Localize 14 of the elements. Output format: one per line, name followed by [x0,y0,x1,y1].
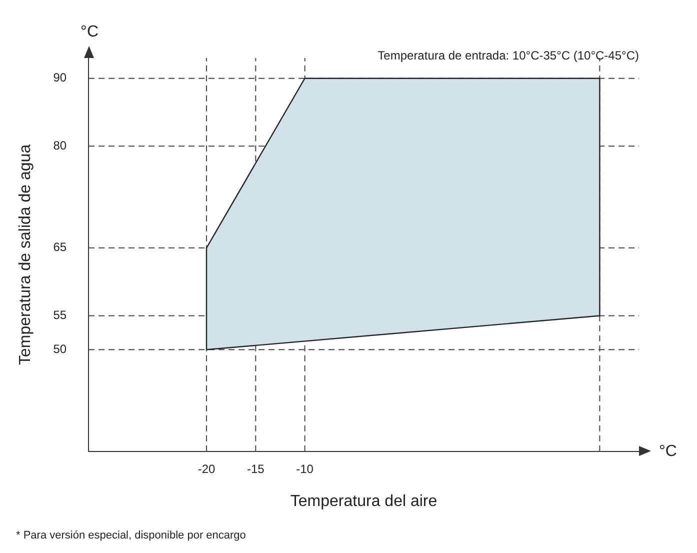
text: °C [80,23,98,40]
x-axis-title: Temperatura del aire [290,492,438,510]
x-tick-label: -15 [246,462,265,476]
y-axis-title: Temperatura de salida de agua [17,144,34,365]
annotation: Temperatura de entrada: 10°C-35°C (10°C-45°C) [378,48,639,62]
text: * Para versión especial, disponible por encargo [16,530,246,542]
x-tick-label: -20 [198,462,216,476]
y-tick-label: 65 [53,240,67,254]
y-tick-label: 55 [53,308,67,322]
y-tick-label: 90 [53,70,67,85]
y-tick-label: 50 [53,342,67,356]
y-tick-label: 80 [53,138,67,152]
text: °C [659,442,677,460]
x-tick-label: -10 [296,462,314,476]
